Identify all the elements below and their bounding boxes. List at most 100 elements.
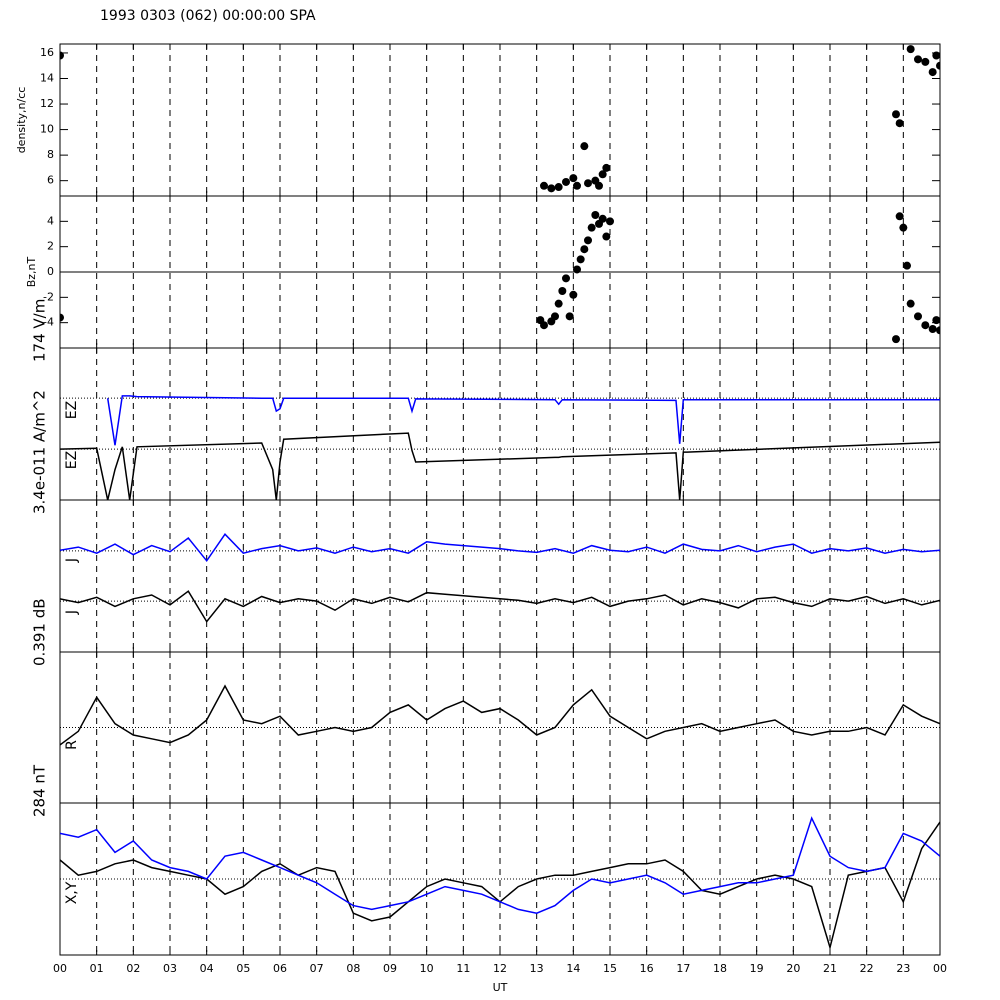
series-line [60,816,940,914]
data-point [547,184,556,193]
y-axis-label: Bz,nT [25,256,38,287]
data-point [595,181,603,190]
y-tick-label: 16 [40,46,54,59]
data-point [587,223,596,232]
x-tick-label: 03 [163,962,177,975]
plot-area [60,211,940,344]
data-point [921,321,930,330]
data-point [580,245,589,254]
panel-frame [59,802,941,956]
data-point [928,325,937,333]
plot-area [60,684,940,746]
x-tick-label: 00 [53,962,67,975]
x-tick-label: 13 [530,962,544,975]
scale-label: 284 nT [31,764,49,817]
data-point [906,45,915,54]
data-point [576,255,585,264]
data-point [936,326,940,335]
y-tick-label: 4 [47,214,54,227]
x-tick-label: 23 [896,962,910,975]
chart-title: 1993 0303 (062) 00:00:00 SPA [100,8,316,24]
panel-label: X,Y [64,881,80,904]
x-tick-label: 01 [90,962,104,975]
x-tick-label: 09 [383,962,397,975]
y-tick-label: 2 [47,240,54,253]
data-point [928,68,937,77]
data-point [932,316,940,325]
data-point [906,299,915,308]
data-point [562,177,570,186]
data-point [591,211,600,219]
data-point [895,119,904,128]
legend-label: J [64,610,80,615]
x-axis-label: UT [493,981,508,994]
x-tick-label: 10 [420,962,434,975]
data-point [598,214,607,223]
data-point [892,335,900,344]
data-point [569,290,578,299]
data-point [584,236,592,245]
data-point [914,55,922,64]
data-point [936,61,940,70]
scale-label: 3.4e-011 A/m^2 [31,390,49,514]
data-point [602,232,611,241]
data-point [903,261,911,270]
x-tick-label: 17 [676,962,690,975]
x-tick-label: 18 [713,962,727,975]
x-tick-label: 16 [640,962,654,975]
series-line [106,395,940,446]
data-point [932,51,940,60]
x-tick-label: 21 [823,962,837,975]
x-tick-label: 00 [933,962,947,975]
plot-area [60,533,940,623]
data-point [573,265,581,274]
data-point [580,142,589,151]
x-tick-label: 08 [346,962,360,975]
y-tick-label: 12 [40,97,54,110]
data-point [569,174,578,183]
data-point [540,181,548,190]
x-tick-label: 20 [786,962,800,975]
data-point [602,163,611,172]
series-line [60,590,940,623]
y-tick-label: 6 [47,174,54,187]
y-tick-label: -2 [43,290,54,303]
scale-label: 0.391 dB [31,598,49,666]
x-tick-label: 06 [273,962,287,975]
x-tick-label: 02 [126,962,140,975]
x-tick-label: 04 [200,962,214,975]
data-point [584,179,592,188]
data-point [565,312,574,321]
data-point [554,183,563,192]
panel-label: R [64,740,80,750]
data-point [899,223,908,232]
x-tick-label: 07 [310,962,324,975]
data-point [921,57,930,66]
series-line [60,684,940,746]
x-tick-label: 22 [860,962,874,975]
plot-area [60,395,940,500]
y-tick-label: 8 [47,148,54,161]
y-tick-label: -4 [43,316,54,329]
data-point [892,110,900,119]
legend-label: EZ [64,451,80,469]
x-tick-label: 19 [750,962,764,975]
scale-label: 174 V/m [31,299,49,362]
x-tick-label: 05 [236,962,250,975]
x-tick-label: 14 [566,962,580,975]
y-tick-label: 0 [47,265,54,278]
legend-label: EZ [64,401,80,419]
y-axis-label: density,n/cc [15,87,28,154]
series-line [60,432,940,500]
data-point [895,212,904,221]
plot-area [60,816,940,951]
x-tick-label: 11 [456,962,470,975]
data-point [554,299,563,308]
x-tick-label: 12 [493,962,507,975]
y-tick-label: 14 [40,71,54,84]
plot-area [60,45,940,193]
data-point [551,312,559,321]
data-point [606,217,614,226]
legend-label: J [64,558,80,563]
